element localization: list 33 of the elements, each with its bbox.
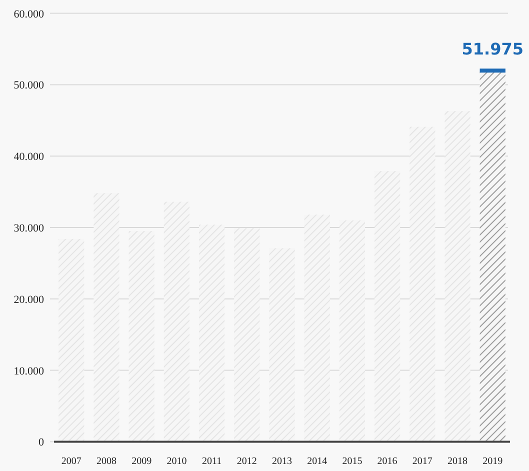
bar [444,111,470,442]
y-tick-label: 30.000 [14,222,44,234]
bar [304,214,330,442]
y-tick-label: 60.000 [14,8,44,20]
bar [269,248,295,442]
x-tick-label: 2010 [166,456,187,467]
bar [128,231,154,442]
x-tick-label: 2012 [236,456,257,467]
bar [164,202,190,442]
y-tick-label: 40.000 [14,151,44,164]
y-tick-label: 10.000 [14,365,44,378]
x-tick-label: 2011 [202,456,222,467]
x-tick-label: 2013 [272,456,292,467]
x-tick-label: 2017 [412,456,432,467]
x-tick-label: 2016 [377,456,398,467]
x-tick-label: 2019 [482,456,503,467]
y-tick-label: 50.000 [14,80,44,92]
bar [198,224,225,442]
bar [374,171,400,442]
bar [234,228,260,442]
x-tick-label: 2008 [96,456,116,467]
y-tick-label: 20.000 [14,294,44,306]
x-tick-label: 2015 [342,456,362,467]
y-tick-label: 0 [38,436,44,449]
bar [58,238,84,442]
x-tick-label: 2018 [448,456,468,467]
data-label: 51.975 [462,40,524,59]
bar [339,220,366,442]
bar [410,126,436,442]
bar [94,193,120,442]
x-tick-label: 2007 [61,456,82,467]
x-tick-label: 2014 [307,456,328,467]
x-tick-label: 2009 [132,456,152,467]
